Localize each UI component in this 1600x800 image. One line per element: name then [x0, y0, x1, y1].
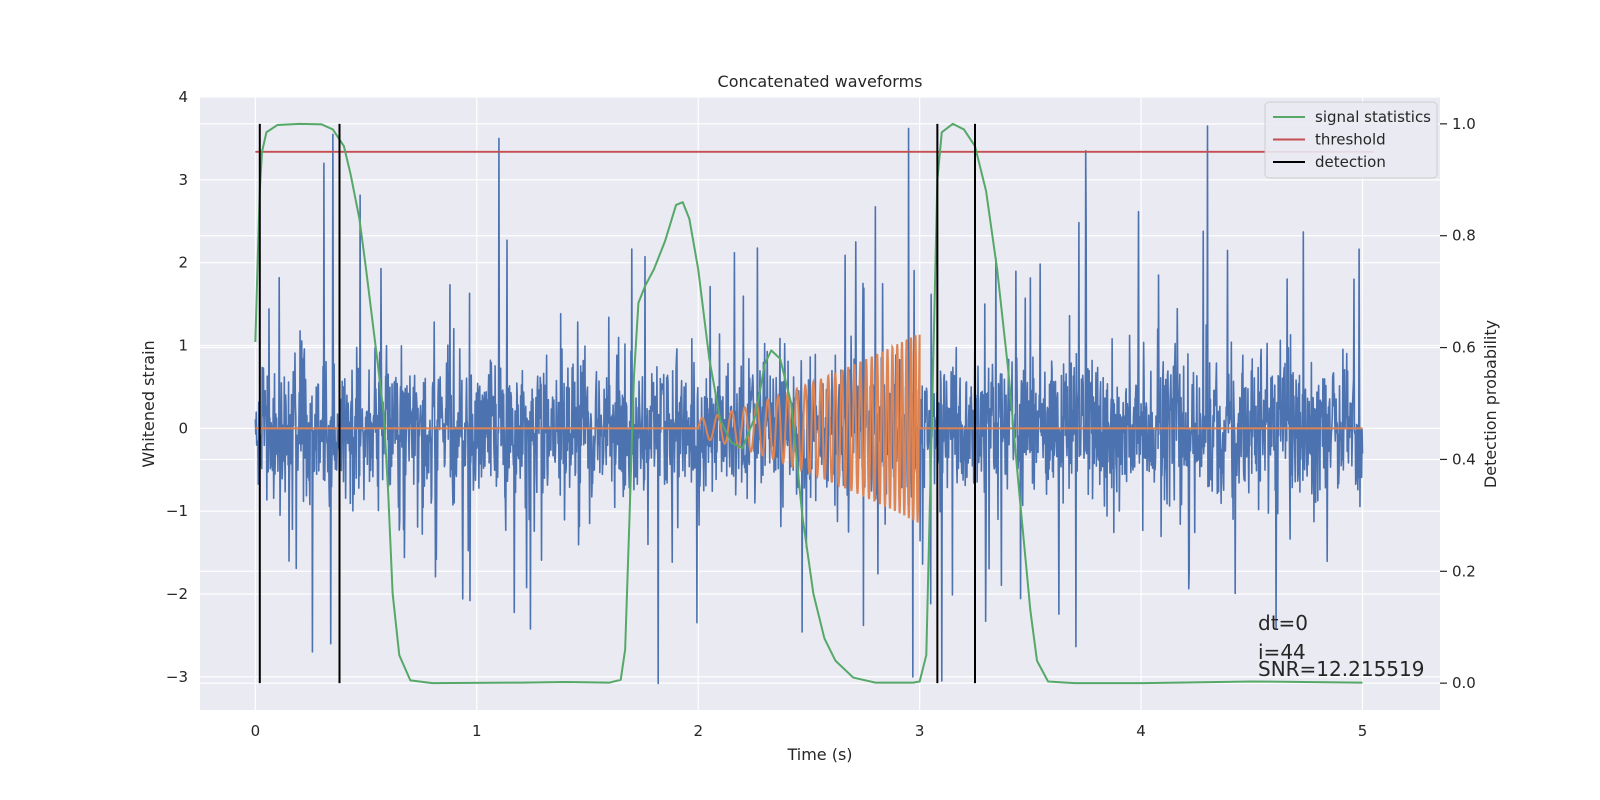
x-tick-label: 5 [1358, 722, 1368, 740]
legend-label: detection [1315, 153, 1386, 171]
series-layer [254, 122, 1374, 685]
annotation-text: dt=0 [1258, 611, 1308, 635]
annotation-text: i=44 [1258, 640, 1306, 664]
y2-tick-label: 0.4 [1452, 450, 1476, 468]
ticks: 0 1 2 3 4 5 −3 −2 −1 0 1 2 3 4 0.0 0.2 0.4 0.6 0.8 1.0 [166, 88, 1476, 740]
y2-tick-label: 0.2 [1452, 562, 1476, 580]
x-tick-label: 3 [915, 722, 925, 740]
annotation-text: SNR=12.215519 [1258, 657, 1424, 681]
y2-axis-label: Detection probability [1481, 320, 1500, 488]
y-tick-label: 1 [178, 337, 188, 355]
y-tick-label: 2 [178, 254, 188, 272]
y2-tick-label: 0.6 [1452, 339, 1476, 357]
x-tick-label: 0 [251, 722, 261, 740]
injected-waveform-line [255, 334, 1363, 523]
chart-title: Concatenated waveforms [718, 72, 923, 91]
legend-label: threshold [1315, 131, 1386, 149]
x-tick-label: 1 [472, 722, 482, 740]
y-tick-label: 3 [178, 171, 188, 189]
y2-tick-label: 0.8 [1452, 227, 1476, 245]
y2-tick-label: 1.0 [1452, 115, 1476, 133]
x-tick-label: 2 [693, 722, 703, 740]
x-tick-label: 4 [1136, 722, 1146, 740]
y-tick-label: −1 [166, 502, 188, 520]
legend: signal statistics threshold detection [1264, 101, 1438, 179]
y-tick-label: 0 [178, 419, 188, 437]
y2-tick-label: 0.0 [1452, 674, 1476, 692]
signal-statistics-line [254, 122, 1363, 685]
y-tick-label: −2 [166, 585, 188, 603]
legend-box [1264, 101, 1438, 179]
legend-label: signal statistics [1315, 108, 1431, 126]
y-axis-label: Whitened strain [139, 340, 158, 467]
y-tick-label: 4 [178, 88, 188, 106]
x-axis-label: Time (s) [786, 745, 852, 764]
y-tick-label: −3 [166, 668, 188, 686]
